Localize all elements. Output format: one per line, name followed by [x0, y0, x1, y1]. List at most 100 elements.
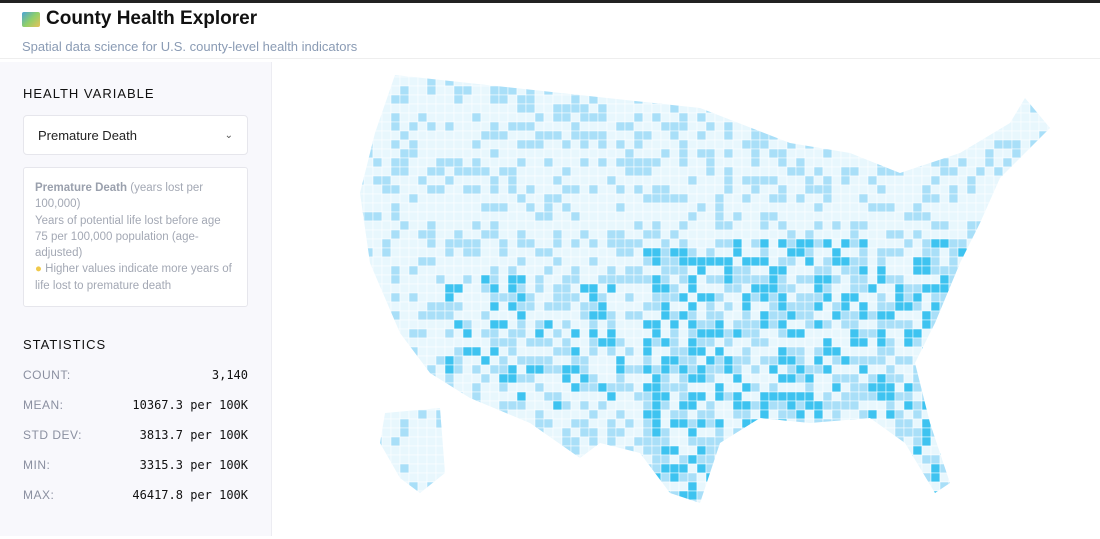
county[interactable] [930, 112, 941, 123]
county[interactable] [390, 400, 401, 411]
county[interactable] [768, 265, 779, 276]
county[interactable] [579, 283, 590, 294]
county[interactable] [1057, 482, 1066, 491]
county[interactable] [696, 247, 707, 258]
county[interactable] [1057, 491, 1066, 500]
county[interactable] [858, 409, 869, 420]
county[interactable] [696, 373, 707, 384]
county[interactable] [975, 373, 986, 384]
county[interactable] [462, 427, 473, 438]
county[interactable] [1020, 238, 1031, 249]
county[interactable] [606, 436, 617, 447]
county[interactable] [570, 184, 581, 195]
county[interactable] [1029, 400, 1040, 411]
county[interactable] [597, 427, 608, 438]
county[interactable] [948, 373, 959, 384]
county[interactable] [813, 292, 824, 303]
county[interactable] [939, 481, 950, 492]
county[interactable] [399, 391, 410, 402]
county[interactable] [552, 364, 563, 375]
county[interactable] [624, 121, 635, 132]
county[interactable] [355, 337, 365, 348]
county[interactable] [903, 148, 914, 159]
county[interactable] [579, 463, 590, 474]
county[interactable] [471, 472, 482, 483]
county[interactable] [408, 472, 419, 483]
county[interactable] [633, 193, 644, 204]
county[interactable] [408, 220, 419, 231]
county[interactable] [795, 499, 806, 509]
county[interactable] [732, 301, 743, 312]
county[interactable] [822, 391, 833, 402]
county[interactable] [795, 454, 806, 465]
county[interactable] [543, 76, 554, 87]
county[interactable] [444, 454, 455, 465]
county[interactable] [840, 202, 851, 213]
county[interactable] [570, 337, 581, 348]
county[interactable] [714, 220, 725, 231]
county[interactable] [588, 265, 599, 276]
county[interactable] [543, 175, 554, 186]
county[interactable] [912, 364, 923, 375]
county[interactable] [525, 292, 536, 303]
county[interactable] [381, 373, 392, 384]
county[interactable] [885, 310, 896, 321]
county[interactable] [966, 193, 977, 204]
county[interactable] [1029, 94, 1040, 105]
county[interactable] [1038, 211, 1049, 222]
county[interactable] [1002, 499, 1013, 509]
county[interactable] [399, 76, 410, 87]
county[interactable] [1029, 490, 1040, 501]
county[interactable] [1047, 499, 1057, 509]
county[interactable] [795, 490, 806, 501]
county[interactable] [813, 247, 824, 258]
county[interactable] [507, 166, 518, 177]
county[interactable] [660, 247, 671, 258]
county[interactable] [939, 247, 950, 258]
county[interactable] [723, 274, 734, 285]
county[interactable] [786, 283, 797, 294]
county[interactable] [633, 121, 644, 132]
county[interactable] [930, 76, 941, 87]
county[interactable] [408, 292, 419, 303]
county[interactable] [453, 373, 464, 384]
county[interactable] [408, 94, 419, 105]
county[interactable] [885, 364, 896, 375]
county[interactable] [480, 256, 491, 267]
county[interactable] [624, 310, 635, 321]
county[interactable] [1047, 418, 1057, 429]
county[interactable] [1047, 76, 1057, 87]
county[interactable] [1047, 337, 1057, 348]
county[interactable] [1047, 121, 1057, 132]
county[interactable] [741, 130, 752, 141]
county[interactable] [651, 193, 662, 204]
county[interactable] [732, 499, 743, 509]
county[interactable] [849, 121, 860, 132]
county[interactable] [777, 391, 788, 402]
county[interactable] [966, 274, 977, 285]
county[interactable] [1020, 175, 1031, 186]
county[interactable] [390, 184, 401, 195]
county[interactable] [795, 76, 806, 87]
county[interactable] [930, 130, 941, 141]
county[interactable] [678, 130, 689, 141]
county[interactable] [885, 409, 896, 420]
county[interactable] [534, 148, 545, 159]
county[interactable] [777, 256, 788, 267]
county[interactable] [939, 328, 950, 339]
county[interactable] [552, 418, 563, 429]
county[interactable] [804, 463, 815, 474]
county[interactable] [588, 139, 599, 150]
county[interactable] [381, 391, 392, 402]
county[interactable] [597, 193, 608, 204]
county[interactable] [1011, 94, 1022, 105]
county[interactable] [894, 463, 905, 474]
county[interactable] [399, 193, 410, 204]
county[interactable] [399, 256, 410, 267]
county[interactable] [966, 436, 977, 447]
county[interactable] [417, 481, 428, 492]
county[interactable] [777, 85, 788, 96]
county[interactable] [714, 274, 725, 285]
county[interactable] [768, 499, 779, 509]
county[interactable] [444, 103, 455, 114]
